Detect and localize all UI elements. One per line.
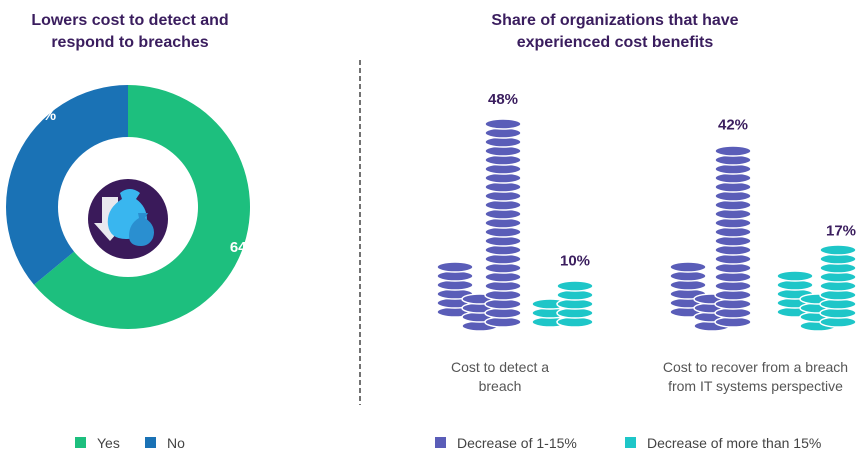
legend-label: Decrease of 1-15% xyxy=(457,435,577,451)
data-label: 42% xyxy=(718,116,748,133)
coin-stack xyxy=(484,118,522,328)
legend-swatch xyxy=(145,437,156,448)
bar-title: Share of organizations that have experie… xyxy=(491,12,739,51)
coin xyxy=(819,244,857,256)
category-label: Cost to recover from a breach from IT sy… xyxy=(662,359,849,394)
legend-swatch xyxy=(75,437,86,448)
legend-label: No xyxy=(167,435,185,451)
coin-stack xyxy=(714,145,752,328)
legend-label: Yes xyxy=(97,435,120,451)
data-label: 36% xyxy=(26,107,56,124)
coin xyxy=(484,118,522,130)
data-label: 17% xyxy=(826,223,856,240)
coin xyxy=(669,261,707,273)
legend-label: Decrease of more than 15% xyxy=(647,435,822,451)
data-label: 48% xyxy=(488,91,518,108)
data-label: 10% xyxy=(560,252,590,269)
donut-slice xyxy=(33,85,251,329)
coin-stack xyxy=(819,244,857,328)
legend-swatch xyxy=(625,437,636,448)
icon-bag-small xyxy=(129,213,154,246)
coin-stack xyxy=(556,280,594,328)
donut-title: Lowers cost to detect and respond to bre… xyxy=(31,12,229,51)
coin xyxy=(714,145,752,157)
coin xyxy=(436,261,474,273)
donut-slice xyxy=(6,85,128,285)
category-label: Cost to detect a breach xyxy=(450,359,550,394)
data-label: 64% xyxy=(230,239,260,256)
coin xyxy=(556,280,594,292)
legend-swatch xyxy=(435,437,446,448)
coin xyxy=(776,270,814,282)
